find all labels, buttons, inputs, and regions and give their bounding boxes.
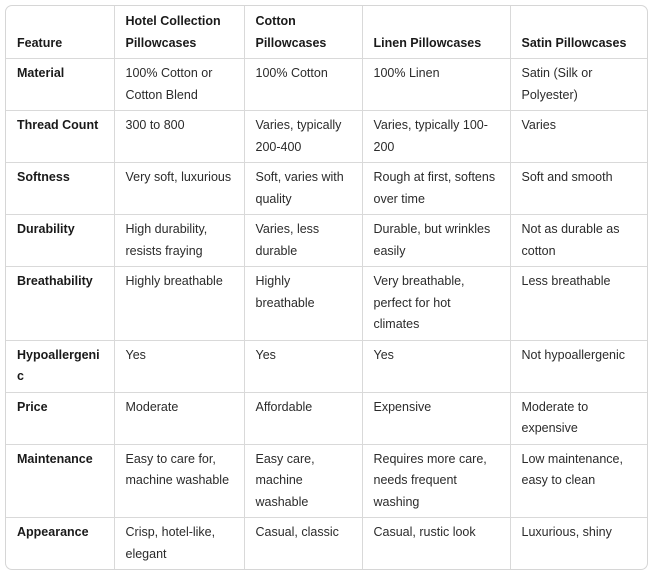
row-label-material: Material	[6, 58, 115, 111]
table-cell: High durability, resists fraying	[114, 214, 245, 267]
table-cell: Moderate	[114, 392, 245, 445]
header-cotton: Cotton Pillowcases	[244, 6, 363, 59]
row-label-breathability: Breathability	[6, 266, 115, 341]
table-cell: Not as durable as cotton	[510, 214, 647, 267]
table-cell: Requires more care, needs frequent washi…	[362, 444, 511, 518]
table-cell: Varies, typically 200-400	[244, 110, 363, 163]
table-cell: Easy to care for, machine washable	[114, 444, 245, 518]
row-label-hypoallergenic: Hypoallergenic	[6, 340, 115, 393]
table-row: Softness Very soft, luxurious Soft, vari…	[6, 162, 647, 215]
table-row: Hypoallergenic Yes Yes Yes Not hypoaller…	[6, 340, 647, 393]
table-cell: Very soft, luxurious	[114, 162, 245, 215]
pillowcase-comparison-table: Feature Hotel Collection Pillowcases Cot…	[6, 6, 647, 569]
row-label-price: Price	[6, 392, 115, 445]
table-cell: Yes	[244, 340, 363, 393]
table-row: Thread Count 300 to 800 Varies, typicall…	[6, 110, 647, 163]
header-feature: Feature	[6, 6, 115, 59]
header-satin: Satin Pillowcases	[510, 6, 647, 59]
table-cell: Moderate to expensive	[510, 392, 647, 445]
table-cell: Less breathable	[510, 266, 647, 341]
table-cell: Durable, but wrinkles easily	[362, 214, 511, 267]
table-cell: Casual, rustic look	[362, 517, 511, 569]
table-row: Maintenance Easy to care for, machine wa…	[6, 444, 647, 518]
table-cell: Easy care, machine washable	[244, 444, 363, 518]
table-cell: Soft, varies with quality	[244, 162, 363, 215]
table-row: Appearance Crisp, hotel-like, elegant Ca…	[6, 517, 647, 569]
table-cell: Rough at first, softens over time	[362, 162, 511, 215]
header-linen: Linen Pillowcases	[362, 6, 511, 59]
table-cell: Not hypoallergenic	[510, 340, 647, 393]
table-cell: Varies	[510, 110, 647, 163]
row-label-appearance: Appearance	[6, 517, 115, 569]
table-cell: Varies, less durable	[244, 214, 363, 267]
table-cell: Crisp, hotel-like, elegant	[114, 517, 245, 569]
table-cell: 300 to 800	[114, 110, 245, 163]
table-cell: Soft and smooth	[510, 162, 647, 215]
table-cell: Highly breathable	[244, 266, 363, 341]
table-cell: 100% Linen	[362, 58, 511, 111]
table-cell: Very breathable, perfect for hot climate…	[362, 266, 511, 341]
row-label-softness: Softness	[6, 162, 115, 215]
table-cell: Satin (Silk or Polyester)	[510, 58, 647, 111]
row-label-durability: Durability	[6, 214, 115, 267]
table-cell: Affordable	[244, 392, 363, 445]
table-row: Breathability Highly breathable Highly b…	[6, 266, 647, 341]
table-cell: Yes	[362, 340, 511, 393]
comparison-table-container: Feature Hotel Collection Pillowcases Cot…	[5, 5, 648, 570]
header-hotel-collection: Hotel Collection Pillowcases	[114, 6, 245, 59]
row-label-maintenance: Maintenance	[6, 444, 115, 518]
table-cell: Yes	[114, 340, 245, 393]
table-cell: Low maintenance, easy to clean	[510, 444, 647, 518]
table-header-row: Feature Hotel Collection Pillowcases Cot…	[6, 6, 647, 59]
table-cell: 100% Cotton	[244, 58, 363, 111]
table-cell: 100% Cotton or Cotton Blend	[114, 58, 245, 111]
table-cell: Luxurious, shiny	[521, 525, 612, 539]
table-cell: Expensive	[362, 392, 511, 445]
table-row: Price Moderate Affordable Expensive Mode…	[6, 392, 647, 445]
table-row: Material 100% Cotton or Cotton Blend 100…	[6, 58, 647, 111]
row-label-thread-count: Thread Count	[6, 110, 115, 163]
table-cell: Casual, classic	[244, 517, 363, 569]
table-row: Durability High durability, resists fray…	[6, 214, 647, 267]
table-cell: Varies, typically 100-200	[362, 110, 511, 163]
table-cell: Highly breathable	[114, 266, 245, 341]
